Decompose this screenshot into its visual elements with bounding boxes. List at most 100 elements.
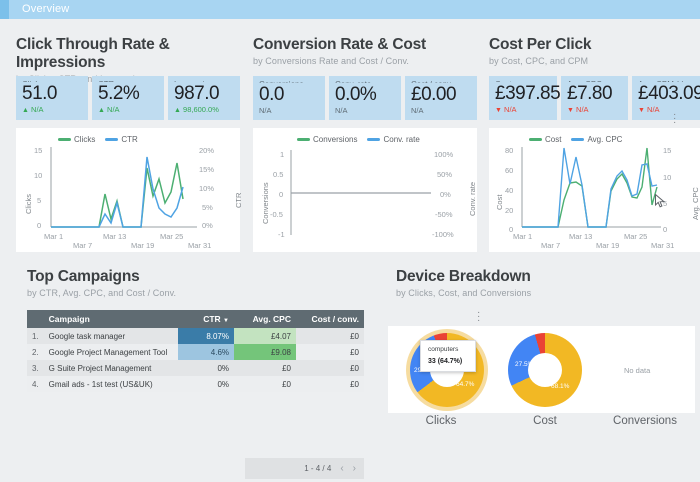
panel-cost-per-click: Cost Per Click by Cost, CPC, and CPM [489, 36, 700, 66]
device-donut-card[interactable]: 64.7% 29.4% computers 33 (64.7%) 68.1% 2… [388, 326, 695, 413]
chart2-ytick: -1 [278, 230, 285, 239]
chart1-y2tick: 0% [202, 221, 213, 230]
campaigns-panel-title: Top Campaigns [27, 268, 140, 285]
chart3-ytick: 40 [505, 186, 514, 195]
cell-avg-cpc: £0 [234, 360, 296, 376]
page-title: Overview [22, 3, 70, 15]
scorecard-value: £0.00 [411, 84, 457, 105]
cell-ctr: 0% [178, 376, 234, 392]
table-row[interactable]: 4. Gmail ads - 1st test (US&UK) 0% £0 £0 [27, 376, 364, 392]
chart2-y2tick: 0% [440, 190, 451, 199]
donut-conversions-empty-state: No data [624, 366, 651, 375]
column-header-index [27, 310, 44, 328]
header-accent-edge [0, 0, 9, 19]
pagination-range: 1 - 4 / 4 [304, 464, 332, 473]
scorecard-comparison: ▲ N/A [22, 105, 44, 114]
cell-cost-conv: £0 [296, 328, 364, 344]
panel-device-breakdown: Device Breakdown by Clicks, Cost, and Co… [396, 268, 696, 298]
panel-top-campaigns: Top Campaigns by CTR, Avg. CPC, and Cost… [27, 268, 357, 298]
scorecard-comparison: ▼ N/A [567, 105, 589, 114]
legend-label: Conv. rate [383, 135, 420, 144]
table-row[interactable]: 2. Google Project Management Tool 4.6% £… [27, 344, 364, 360]
table-row[interactable]: 3. G Suite Project Management 0% £0 £0 [27, 360, 364, 376]
cell-campaign: Google Project Management Tool [43, 344, 178, 360]
tooltip-value: 33 (64.7%) [428, 358, 463, 365]
scorecard-avg-cpc[interactable]: Avg. CPC £7.80 ▼ N/A [561, 76, 628, 120]
scorecard-impressions[interactable]: Impressions 987.0 ▲ 98,600.0% [168, 76, 240, 120]
arrow-up-icon: ▲ [98, 107, 105, 114]
scorecard-value: 5.2% [98, 83, 140, 104]
scorecard-label: Conversions [259, 80, 319, 83]
chart3-y2tick: 0 [663, 225, 668, 234]
chart2-ytick: 1 [280, 150, 285, 159]
scorecard-cost-per-conv[interactable]: Cost / conv. £0.00 N/A [405, 76, 477, 120]
column-header-ctr[interactable]: CTR ▼ [178, 310, 234, 328]
cell-index: 2. [27, 344, 44, 360]
conversion-panel-subtitle: by Conversions Rate and Cost / Conv. [253, 56, 410, 66]
chart3-plot [521, 147, 661, 228]
donut-tooltip: computers 33 (64.7%) [420, 340, 476, 372]
column-header-cost-conv[interactable]: Cost / conv. [296, 310, 364, 328]
chart1-xtick: Mar 25 [160, 232, 184, 241]
mouse-cursor-icon [655, 194, 666, 208]
scorecard-label: Clicks [22, 80, 82, 82]
donut-label-clicks: Clicks [425, 415, 457, 427]
chart-card-clicks-ctr[interactable]: Clicks CTR Clicks CTR 15 10 5 0 20% 15% … [16, 128, 243, 252]
column-header-avg-cpc[interactable]: Avg. CPC [234, 310, 296, 328]
sort-indicator-icon: ▼ [223, 318, 229, 324]
chart-legend-conversions: Conversions Conv. rate [297, 135, 420, 144]
chart1-xtick: Mar 1 [44, 232, 64, 241]
pagination-prev-button[interactable]: ‹ [340, 463, 344, 474]
scorecard-comparison: ▲ N/A [98, 105, 120, 114]
chart3-ytick: 20 [505, 206, 514, 215]
scorecard-conv-rate[interactable]: Conv. rate 0.0% N/A [329, 76, 401, 120]
scorecard-cost[interactable]: Cost £397.85 ▼ N/A [489, 76, 561, 120]
scorecard-comparison: ▲ 98,600.0% [174, 105, 219, 114]
arrow-down-icon: ▼ [638, 107, 645, 114]
scorecard-clicks[interactable]: Clicks 51.0 ▲ N/A [16, 76, 88, 120]
cell-ctr: 0% [178, 360, 234, 376]
chart1-xtick: Mar 19 [131, 241, 155, 250]
chart1-plot [50, 147, 197, 228]
cpc-more-options-icon[interactable]: · · · [673, 109, 677, 128]
chart3-xtick: Mar 7 [541, 241, 561, 250]
device-panel-title: Device Breakdown [396, 268, 531, 285]
chart2-y2tick: 50% [437, 170, 453, 179]
cell-ctr: 4.6% [178, 344, 234, 360]
donut-chart-cost[interactable]: 68.1% 27.5% [508, 333, 582, 407]
cell-campaign: Gmail ads - 1st test (US&UK) [43, 376, 178, 392]
top-campaigns-table[interactable]: Campaign CTR ▼ Avg. CPC Cost / conv. 1. … [27, 310, 364, 392]
scorecard-comparison: N/A [411, 106, 424, 115]
column-header-campaign[interactable]: Campaign [43, 310, 178, 328]
device-more-options-icon[interactable]: · · · [477, 307, 481, 326]
chart2-y2tick: -50% [435, 210, 453, 219]
chart2-ytick: 0 [279, 190, 284, 199]
cpc-panel-subtitle: by Cost, CPC, and CPM [489, 56, 589, 66]
table-pagination: 1 - 4 / 4 ‹ › [245, 458, 364, 479]
chart3-ytick: 80 [505, 146, 514, 155]
chart-card-cost-cpc[interactable]: Cost Avg. CPC Cost Avg. CPC 80 60 40 20 … [489, 128, 700, 252]
chart1-y2tick: 20% [199, 146, 215, 155]
cell-avg-cpc: £9.08 [234, 344, 296, 360]
chart1-xtick: Mar 31 [188, 241, 212, 250]
arrow-down-icon: ▼ [495, 107, 502, 114]
scorecard-label: Cost / conv. [411, 80, 471, 83]
donut-label-cost: Cost [533, 415, 557, 427]
scorecard-conversions[interactable]: Conversions 0.0 N/A [253, 76, 325, 120]
donut-slice-percent: 64.7% [456, 381, 475, 388]
scorecard-comparison: ▼ N/A [638, 105, 660, 114]
conversion-scorecard-row: Conversions 0.0 N/A Conv. rate 0.0% N/A … [253, 76, 477, 120]
pagination-next-button[interactable]: › [352, 463, 356, 474]
legend-swatch-icon [105, 138, 119, 141]
chart1-y2tick: 5% [202, 203, 213, 212]
cell-campaign: Google task manager [43, 328, 178, 344]
scorecard-ctr[interactable]: CTR 5.2% ▲ N/A [92, 76, 164, 120]
legend-swatch-icon [58, 138, 71, 141]
table-row[interactable]: 1. Google task manager 8.07% £4.07 £0 [27, 328, 364, 344]
cell-index: 4. [27, 376, 44, 392]
scorecard-avg-cpm[interactable]: Avg. CPM (deprecated) £403.09 ▼ N/A [632, 76, 700, 120]
legend-label: Cost [545, 135, 562, 144]
chart-card-conversions[interactable]: Conversions Conv. rate Conversions Conv.… [253, 128, 477, 252]
chart3-y2tick: 15 [663, 146, 672, 155]
chart1-ytick: 10 [34, 171, 43, 180]
